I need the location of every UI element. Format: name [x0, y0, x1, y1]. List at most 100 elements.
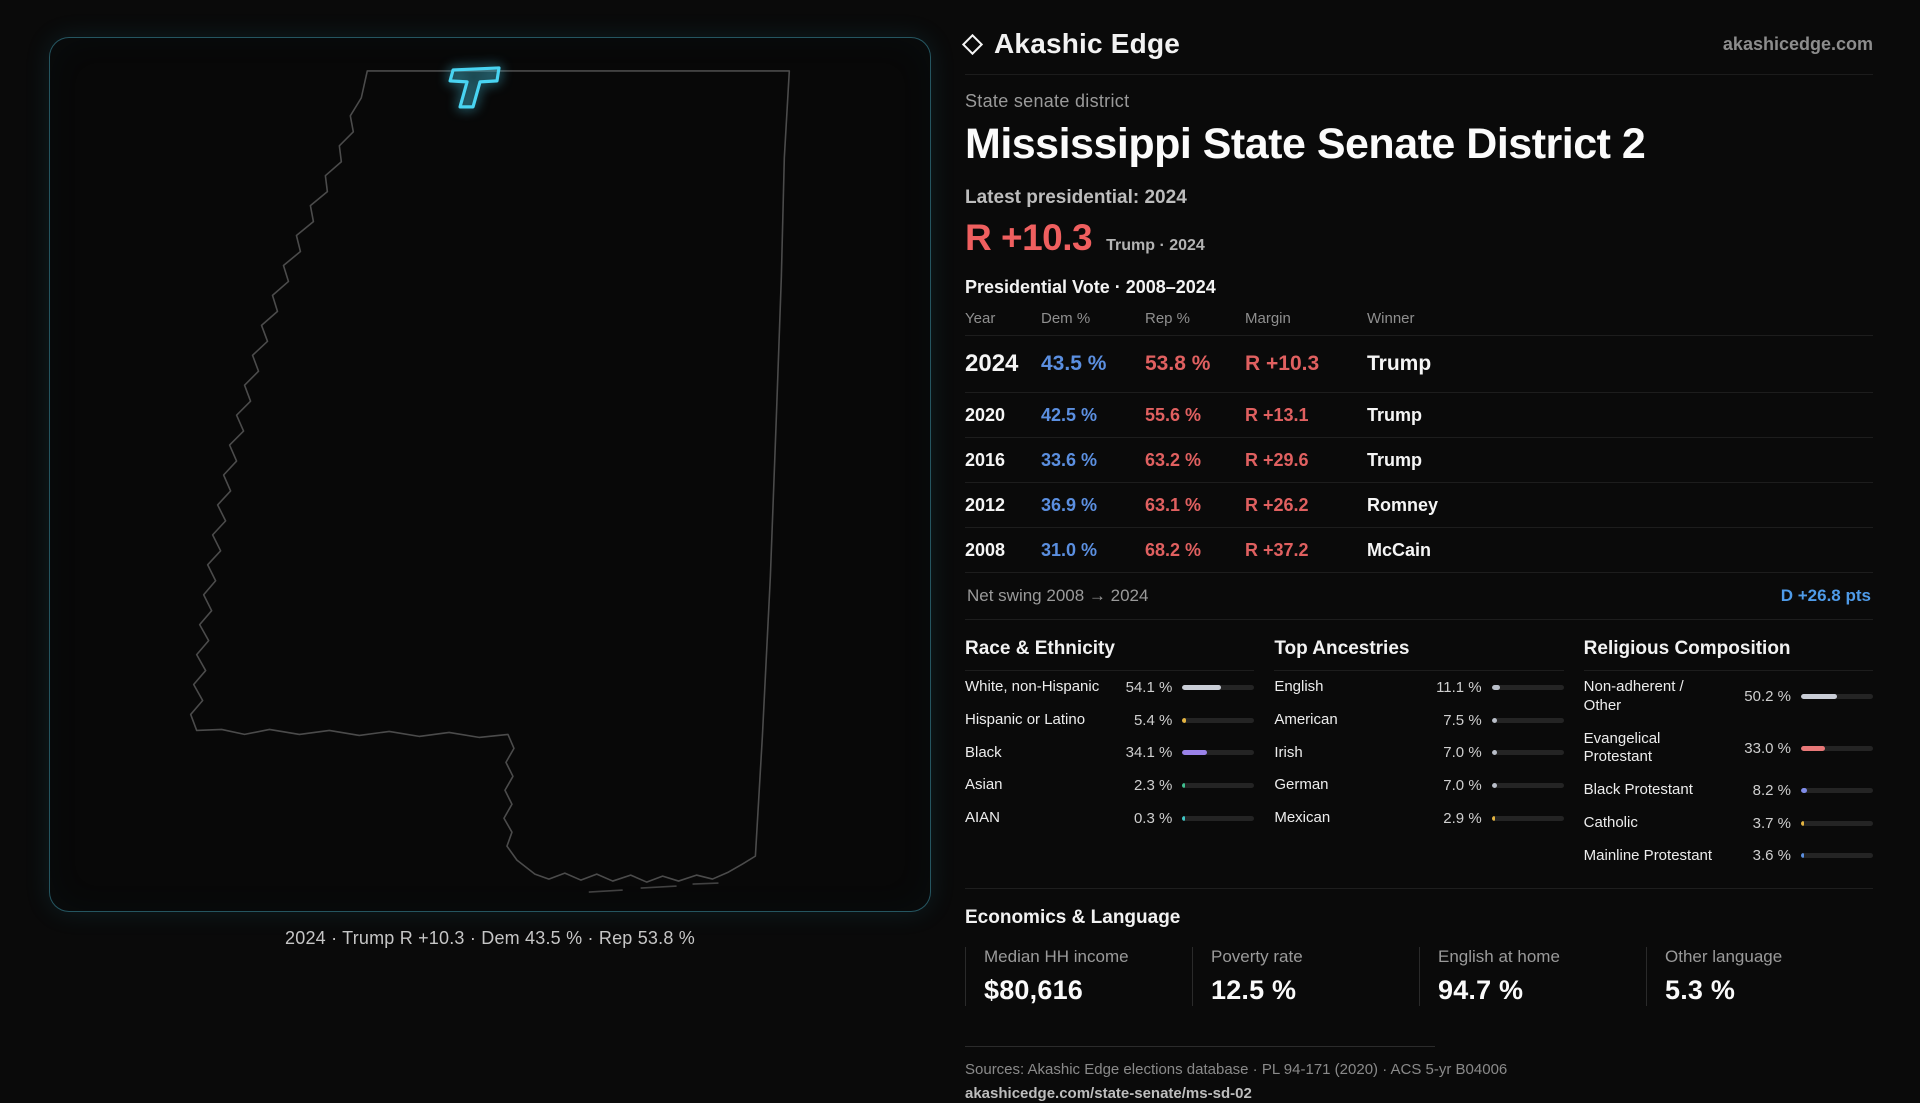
demo-value: 7.0 %: [1443, 777, 1482, 795]
demo-value: 34.1 %: [1125, 744, 1173, 762]
sources-text: Sources: Akashic Edge elections database…: [965, 1061, 1508, 1079]
demo-value: 3.6 %: [1752, 847, 1791, 865]
stat-cell: Other language 5.3 %: [1646, 947, 1873, 1007]
demo-label: German: [1274, 776, 1329, 794]
stats-row: Median HH income $80,616 Poverty rate 12.5 …: [965, 947, 1873, 1007]
map-panel: [49, 37, 931, 912]
demo-row: Black Protestant 8.2 %: [1584, 774, 1873, 807]
footer-divider: [965, 1046, 1435, 1048]
demo-bar: [1182, 684, 1255, 690]
demo-row: Catholic 3.7 %: [1584, 807, 1873, 840]
stat-cell: Poverty rate 12.5 %: [1192, 947, 1419, 1007]
column-header: Margin: [1245, 310, 1291, 327]
demo-bar-fill: [1800, 820, 1804, 826]
demo-value: 0.3 %: [1133, 809, 1173, 827]
table-row: 2020 42.5 % 55.6 % R +13.1 Trump: [965, 393, 1873, 438]
column-header: Rep %: [1145, 310, 1191, 327]
page-title: Mississippi State Senate District 2: [965, 120, 1646, 168]
dem-cell: 43.5 %: [1041, 352, 1107, 375]
swing-value: D +26.8 pts: [1780, 586, 1871, 605]
demo-bar: [1491, 684, 1564, 690]
column-header: Dem %: [1041, 310, 1091, 327]
site-link[interactable]: akashicedge.com: [1722, 33, 1873, 54]
margin-value: R +10.3: [965, 217, 1093, 258]
winner-cell: Trump: [1367, 449, 1423, 470]
section-title: Top Ancestries: [1274, 638, 1564, 671]
section-title: Religious Composition: [1583, 638, 1873, 671]
demo-value: 8.2 %: [1752, 781, 1791, 799]
section-title: Race & Ethnicity: [965, 638, 1255, 671]
demo-bar: [1491, 815, 1564, 821]
latest-label: Latest presidential: 2024: [965, 187, 1187, 208]
demo-bar-fill: [1491, 815, 1495, 821]
net-swing-row: Net swing 2008 → 2024 D +26.8 pts: [965, 573, 1873, 620]
rep-cell: 55.6 %: [1145, 404, 1202, 425]
demo-label: Mexican: [1274, 809, 1331, 826]
demo-row: German 7.0 %: [1274, 769, 1564, 802]
winner-cell: McCain: [1367, 539, 1432, 560]
demo-row: Evangelical Protestant 33.0 %: [1584, 723, 1873, 775]
brand-name: Akashic Edge: [994, 28, 1181, 59]
demo-row: Asian 2.3 %: [965, 769, 1255, 802]
stat-label: Other language: [1665, 947, 1783, 967]
rep-cell: 63.1 %: [1145, 494, 1202, 515]
demo-label: Mainline Protestant: [1583, 846, 1713, 864]
margin-cell: R +10.3: [1245, 352, 1320, 375]
demographics-column: Religious Composition Non-adherent / Othe…: [1583, 638, 1873, 872]
demo-bar-fill: [1800, 787, 1807, 793]
stat-cell: Median HH income $80,616: [965, 947, 1192, 1007]
demo-bar: [1182, 717, 1255, 723]
table-row: 2008 31.0 % 68.2 % R +37.2 McCain: [965, 528, 1873, 573]
demo-bar: [1182, 783, 1255, 789]
stat-value: 5.3 %: [1665, 975, 1736, 1006]
barrier-islands: [588, 882, 719, 893]
swing-label: Net swing 2008 → 2024: [967, 586, 1149, 605]
dem-cell: 42.5 %: [1041, 404, 1098, 425]
winner-cell: Trump: [1367, 404, 1423, 425]
state-outline: [189, 70, 791, 883]
demo-bar: [1800, 820, 1873, 826]
demographics-column: Top Ancestries English 11.1 % American 7.5 %…: [1274, 638, 1564, 872]
demo-value: 7.0 %: [1443, 744, 1482, 762]
demo-bar: [1491, 717, 1564, 723]
winner-cell: Trump: [1367, 352, 1432, 375]
demo-label: Black: [965, 743, 1002, 761]
demo-bar-fill: [1491, 717, 1498, 723]
demo-bar: [1182, 750, 1255, 756]
rep-cell: 53.8 %: [1145, 352, 1211, 375]
vote-table-title: Presidential Vote · 2008–2024: [965, 277, 1216, 297]
demo-row: English 11.1 %: [1274, 671, 1564, 704]
demo-value: 3.7 %: [1752, 814, 1791, 832]
demo-label: Catholic: [1583, 813, 1638, 831]
demo-row: Mexican 2.9 %: [1274, 802, 1564, 835]
year-cell: 2024: [965, 350, 1019, 377]
demo-bar-fill: [1182, 815, 1186, 821]
margin-cell: R +26.2: [1245, 494, 1309, 515]
permalink[interactable]: akashicedge.com/state-senate/ms-sd-02: [965, 1085, 1252, 1103]
demo-row: AIAN 0.3 %: [965, 802, 1255, 835]
demo-bar-fill: [1491, 750, 1497, 756]
demo-label: Irish: [1274, 743, 1303, 761]
demo-bar: [1800, 745, 1873, 751]
demo-bar-fill: [1800, 745, 1825, 751]
demo-bar-fill: [1182, 750, 1207, 756]
demo-value: 7.5 %: [1443, 711, 1482, 729]
demo-value: 33.0 %: [1744, 739, 1791, 757]
demo-label: Asian: [965, 776, 1003, 794]
margin-cell: R +29.6: [1245, 449, 1309, 470]
rep-cell: 68.2 %: [1145, 539, 1202, 560]
table-header-row: Year Dem % Rep % Margin Winner: [965, 310, 1873, 336]
presidential-vote-table: Year Dem % Rep % Margin Winner 2024 43.5 % 53.…: [965, 310, 1873, 573]
demo-value: 54.1 %: [1125, 678, 1173, 696]
demographics-column: Race & Ethnicity White, non-Hispanic 54.1 …: [965, 638, 1255, 872]
margin-cell: R +37.2: [1245, 539, 1309, 560]
demo-value: 50.2 %: [1744, 688, 1791, 706]
demo-row: Black 34.1 %: [965, 737, 1255, 770]
demo-bar-fill: [1491, 684, 1500, 690]
year-cell: 2020: [965, 404, 1006, 425]
demo-bar-fill: [1491, 783, 1497, 789]
demo-row: White, non-Hispanic 54.1 %: [965, 671, 1255, 704]
margin-note: Trump · 2024: [1106, 237, 1205, 254]
demo-bar: [1491, 750, 1564, 756]
diamond-logo-icon: [961, 33, 984, 55]
